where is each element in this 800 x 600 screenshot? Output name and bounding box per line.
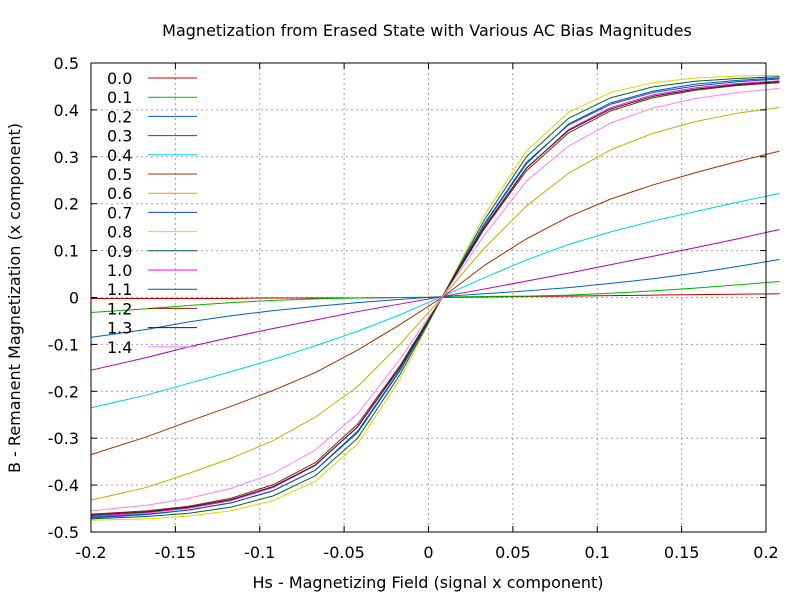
legend-item: 1.0 (107, 261, 197, 280)
legend-label: 0.3 (107, 127, 132, 146)
legend-label: 0.9 (107, 242, 132, 261)
y-tick-label: 0 (69, 289, 79, 308)
series-line-0-6 (90, 107, 780, 501)
x-tick-label: 0.15 (664, 543, 700, 562)
y-tick-label: 0.3 (54, 148, 79, 167)
y-tick-label: -0.5 (48, 523, 79, 542)
legend-item: 0.8 (107, 223, 197, 242)
y-tick-label: -0.4 (48, 476, 79, 495)
chart-title: Magnetization from Erased State with Var… (162, 21, 692, 40)
legend-item: 0.4 (107, 146, 197, 165)
legend-item: 1.1 (107, 280, 197, 299)
x-tick-label: -0.15 (155, 543, 196, 562)
legend-label: 1.2 (107, 299, 132, 318)
x-axis-title: Hs - Magnetizing Field (signal x compone… (253, 573, 604, 592)
x-tick-label: 0.2 (753, 543, 778, 562)
series-line-1-4 (90, 87, 780, 512)
legend-label: 1.0 (107, 261, 132, 280)
legend-label: 1.1 (107, 280, 132, 299)
legend-label: 0.4 (107, 146, 132, 165)
y-tick-label: 0.4 (54, 101, 79, 120)
series-line-0-4 (90, 192, 780, 409)
legend-label: 0.2 (107, 107, 132, 126)
y-tick-label: -0.1 (48, 335, 79, 354)
legend-label: 0.8 (107, 223, 132, 242)
legend-label: 0.0 (107, 69, 132, 88)
legend-label: 1.3 (107, 319, 132, 338)
y-tick-label: 0.5 (54, 54, 79, 73)
legend-item: 0.1 (107, 88, 197, 107)
legend-item: 0.7 (107, 203, 197, 222)
legend-label: 0.6 (107, 184, 132, 203)
x-axis-ticks: -0.2 -0.15 -0.1 -0.05 0 0.05 0.1 0.15 0.2 (75, 63, 779, 562)
y-tick-label: 0.1 (54, 242, 79, 261)
y-tick-label: 0.2 (54, 195, 79, 214)
legend-item: 0.3 (107, 127, 197, 146)
y-tick-label: -0.3 (48, 429, 79, 448)
x-tick-label: -0.2 (75, 543, 106, 562)
x-tick-label: 0.05 (495, 543, 531, 562)
y-axis-ticks: -0.5-0.4-0.3-0.2-0.100.10.20.30.40.5 (48, 54, 766, 542)
series-lines (90, 74, 780, 521)
y-axis-title: B - Remanent Magnetization (x component) (5, 123, 24, 473)
x-tick-label: 0 (423, 543, 433, 562)
legend-label: 0.5 (107, 165, 132, 184)
legend-label: 0.1 (107, 88, 132, 107)
legend-item: 1.2 (107, 299, 197, 318)
legend-item: 0.0 (107, 69, 197, 88)
y-tick-label: -0.2 (48, 382, 79, 401)
legend-item: 0.6 (107, 184, 197, 203)
series-line-0-5 (90, 150, 780, 456)
legend-item: 0.2 (107, 107, 197, 126)
legend-label: 0.7 (107, 203, 132, 222)
grid-lines (91, 63, 766, 532)
x-tick-label: -0.1 (244, 543, 275, 562)
legend-item: 1.3 (107, 319, 197, 338)
legend: 0.00.10.20.30.40.50.60.70.80.91.01.11.21… (107, 69, 197, 357)
x-tick-label: -0.05 (323, 543, 364, 562)
x-tick-label: 0.1 (585, 543, 610, 562)
legend-label: 1.4 (107, 338, 132, 357)
legend-item: 1.4 (107, 338, 197, 357)
legend-item: 0.9 (107, 242, 197, 261)
legend-item: 0.5 (107, 165, 197, 184)
